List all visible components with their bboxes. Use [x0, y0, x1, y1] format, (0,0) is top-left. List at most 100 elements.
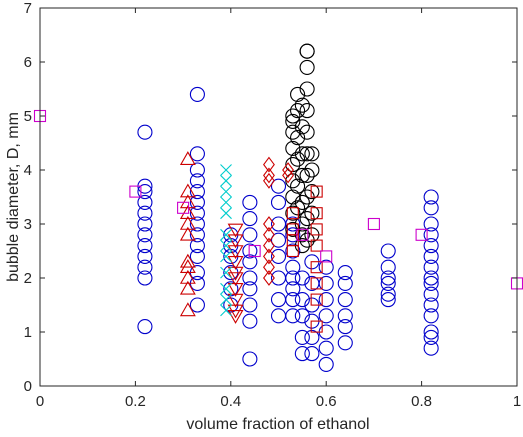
data-point — [299, 167, 315, 183]
data-point — [270, 178, 287, 194]
data-point — [137, 216, 153, 232]
data-point — [263, 172, 275, 189]
x-axis-label: volume fraction of ethanol — [186, 416, 369, 433]
data-point — [242, 194, 258, 210]
y-axis-label: bubble diameter, D, mm — [5, 112, 22, 282]
data-point — [137, 270, 153, 286]
data-point — [270, 194, 287, 210]
data-point — [299, 43, 315, 59]
data-point — [290, 130, 306, 146]
data-point — [177, 201, 190, 214]
data-point — [263, 226, 275, 243]
data-point — [299, 59, 315, 75]
data-point — [380, 286, 396, 302]
data-point — [285, 259, 301, 275]
data-point — [285, 243, 301, 259]
data-point — [310, 185, 323, 198]
data-point — [423, 324, 439, 340]
data-point — [310, 223, 323, 236]
data-point — [304, 146, 320, 162]
data-point — [270, 248, 287, 264]
data-point — [294, 146, 310, 162]
data-point — [189, 173, 205, 189]
data-point — [318, 356, 334, 372]
series-3-triangle-down — [227, 223, 244, 324]
data-point — [285, 140, 301, 156]
data-point — [137, 238, 153, 254]
data-point — [337, 265, 353, 281]
data-point — [137, 205, 153, 221]
data-point — [242, 270, 258, 286]
data-point — [286, 244, 299, 258]
data-point — [137, 184, 153, 200]
x-tick-label: 1 — [513, 393, 521, 410]
x-tick-label: 0 — [36, 393, 44, 410]
data-point — [286, 207, 299, 220]
data-point — [285, 157, 301, 173]
data-point — [242, 211, 258, 227]
data-point — [220, 250, 232, 263]
data-point — [220, 185, 232, 198]
x-tick-label: 0.8 — [411, 393, 432, 410]
data-point — [189, 146, 205, 162]
x-tick-label: 0.6 — [316, 393, 337, 410]
data-point — [220, 239, 232, 252]
data-point — [423, 297, 439, 313]
data-point — [310, 239, 323, 252]
data-point — [263, 270, 275, 286]
data-point — [263, 248, 275, 265]
y-tick-label: 4 — [24, 162, 32, 179]
data-point — [179, 226, 196, 241]
data-point — [137, 259, 153, 275]
data-point — [285, 108, 301, 124]
data-point — [304, 162, 320, 178]
data-point — [337, 292, 353, 308]
data-point — [285, 270, 301, 286]
data-point — [179, 302, 196, 317]
data-point — [285, 173, 301, 189]
data-point — [179, 253, 196, 268]
data-point — [220, 174, 232, 187]
data-point — [189, 238, 205, 254]
data-point — [179, 259, 196, 274]
data-point — [285, 281, 301, 297]
data-point — [220, 266, 232, 279]
data-point — [137, 248, 153, 264]
data-point — [304, 205, 320, 221]
data-point — [137, 227, 153, 243]
data-point — [290, 178, 306, 194]
data-point — [189, 194, 205, 210]
data-point — [423, 259, 439, 275]
data-point — [263, 259, 275, 276]
data-point — [285, 113, 301, 129]
data-point — [294, 119, 310, 135]
y-tick-label: 6 — [24, 54, 32, 71]
axis-ticks: 0 0.2 0.4 0.6 0.8 1 0 1 2 3 4 5 6 7 — [24, 0, 522, 410]
data-point — [285, 216, 301, 232]
data-point — [227, 266, 244, 281]
data-point — [423, 286, 439, 302]
data-point — [220, 207, 232, 220]
data-point — [294, 270, 310, 286]
data-point — [380, 243, 396, 259]
data-point — [299, 124, 315, 140]
data-point — [227, 234, 244, 249]
x-tick-label: 0.4 — [220, 393, 241, 410]
data-point — [242, 254, 258, 270]
data-point — [285, 292, 301, 308]
data-point — [337, 319, 353, 335]
data-point — [220, 282, 232, 295]
data-point — [189, 184, 205, 200]
data-point — [189, 248, 205, 264]
data-point — [270, 308, 287, 324]
data-point — [423, 275, 439, 291]
series-4-diamond — [263, 156, 294, 286]
data-point — [263, 167, 275, 184]
data-point — [220, 228, 232, 241]
data-point — [318, 292, 334, 308]
series-5-square — [286, 185, 323, 333]
data-point — [290, 103, 306, 119]
data-point — [285, 205, 301, 221]
